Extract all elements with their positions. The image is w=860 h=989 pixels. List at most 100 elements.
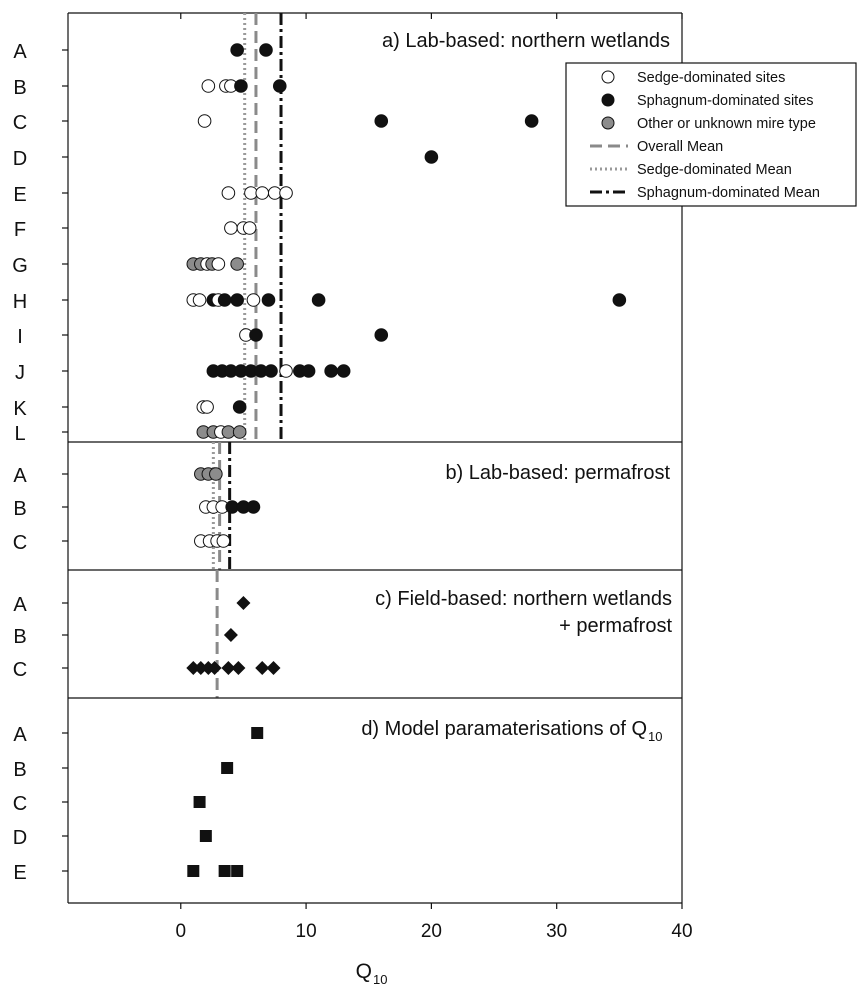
row-label: C bbox=[13, 793, 27, 815]
row-label: B bbox=[13, 759, 26, 781]
x-axis: 0 10 20 30 40Q 10 bbox=[175, 13, 693, 987]
data-point bbox=[255, 186, 270, 200]
data-point bbox=[249, 328, 263, 342]
data-point bbox=[231, 865, 244, 877]
row-label: B bbox=[13, 626, 26, 648]
legend: Sedge-dominated sites Sphagnum-dominated … bbox=[565, 62, 857, 207]
row-label: B bbox=[13, 498, 26, 520]
data-point bbox=[218, 865, 231, 877]
row-label: H bbox=[13, 291, 27, 313]
row-label: A bbox=[13, 724, 27, 746]
data-point bbox=[200, 400, 214, 414]
row-label: C bbox=[13, 532, 27, 554]
other-legend-marker bbox=[601, 116, 615, 130]
data-point bbox=[197, 114, 212, 128]
data-point bbox=[272, 79, 287, 93]
data-point bbox=[244, 186, 258, 200]
legend-label: Sphagnum-dominated Mean bbox=[637, 185, 820, 201]
data-point bbox=[223, 628, 238, 642]
x-tick-label: 0 bbox=[175, 921, 186, 942]
data-point bbox=[524, 114, 539, 128]
legend-label: Sedge-dominated sites bbox=[637, 70, 785, 86]
x-axis-label: Q bbox=[356, 960, 372, 983]
row-label: A bbox=[13, 465, 27, 487]
data-point bbox=[301, 364, 316, 378]
row-label: A bbox=[13, 41, 27, 63]
row-label: J bbox=[15, 362, 25, 384]
row-label: D bbox=[13, 148, 27, 170]
row-label: B bbox=[13, 77, 26, 99]
panel-title: c) Field-based: northern wetlands bbox=[375, 588, 672, 610]
data-point bbox=[211, 257, 226, 271]
data-point bbox=[261, 293, 276, 307]
data-point bbox=[231, 661, 246, 675]
panel-title: a) Lab-based: northern wetlands bbox=[382, 30, 670, 52]
data-point bbox=[199, 830, 212, 842]
panel-title: d) Model paramaterisations of Q bbox=[361, 718, 647, 740]
data-point bbox=[187, 865, 200, 877]
data-point bbox=[311, 293, 326, 307]
row-label: D bbox=[13, 827, 27, 849]
data-point bbox=[221, 425, 236, 439]
legend-label: Overall Mean bbox=[637, 139, 723, 155]
x-axis-label-subscript: 10 bbox=[373, 972, 387, 987]
data-point bbox=[264, 364, 278, 378]
x-tick-label: 30 bbox=[546, 921, 567, 942]
data-point bbox=[266, 661, 281, 675]
data-point bbox=[374, 328, 389, 342]
data-point bbox=[279, 364, 293, 378]
legend-label: Sedge-dominated Mean bbox=[637, 162, 792, 178]
row-label: I bbox=[17, 326, 23, 348]
data-point bbox=[612, 293, 627, 307]
row-label: K bbox=[13, 398, 27, 420]
data-point bbox=[221, 661, 236, 675]
data-point bbox=[279, 186, 293, 200]
data-point bbox=[192, 293, 207, 307]
data-point bbox=[336, 364, 351, 378]
row-label: A bbox=[13, 594, 27, 616]
row-label: L bbox=[14, 423, 25, 445]
data-point bbox=[232, 425, 247, 439]
data-point bbox=[186, 661, 201, 675]
data-point bbox=[424, 150, 439, 164]
data-point bbox=[251, 727, 264, 739]
data-point bbox=[267, 186, 282, 200]
data-point bbox=[225, 500, 239, 514]
row-label: F bbox=[14, 219, 26, 241]
sedge-legend-marker bbox=[601, 70, 615, 84]
legend-box bbox=[565, 62, 857, 207]
data-point bbox=[234, 79, 248, 93]
data-point bbox=[230, 43, 244, 57]
legend-label: Sphagnum-dominated sites bbox=[637, 93, 814, 109]
panel-title: b) Lab-based: permafrost bbox=[445, 462, 670, 484]
x-tick-label: 20 bbox=[421, 921, 442, 942]
panel-title-subscript: 10 bbox=[648, 729, 662, 744]
data-point bbox=[230, 257, 244, 271]
data-point bbox=[216, 534, 231, 548]
data-point bbox=[246, 293, 261, 307]
data-point bbox=[217, 293, 232, 307]
data-point bbox=[255, 661, 270, 675]
data-point bbox=[324, 364, 338, 378]
data-point bbox=[230, 293, 244, 307]
data-point bbox=[246, 500, 261, 514]
data-point bbox=[193, 661, 208, 675]
row-label: E bbox=[13, 862, 26, 884]
data-point bbox=[209, 467, 223, 481]
row-label: C bbox=[13, 112, 27, 134]
row-label: C bbox=[13, 659, 27, 681]
data-point bbox=[224, 221, 238, 235]
data-point bbox=[201, 79, 216, 93]
data-point bbox=[221, 186, 236, 200]
data-point bbox=[193, 796, 206, 808]
row-label: E bbox=[13, 184, 26, 206]
data-point bbox=[259, 43, 273, 57]
sphagnum-legend-marker bbox=[601, 93, 615, 107]
data-point bbox=[207, 661, 222, 675]
